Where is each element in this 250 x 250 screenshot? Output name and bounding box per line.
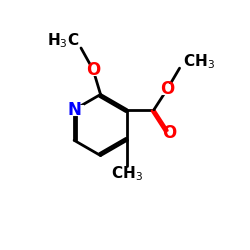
Text: O: O [160,80,174,98]
Text: H$_3$C: H$_3$C [48,31,80,50]
Text: O: O [86,61,100,79]
Text: O: O [162,124,176,142]
Text: N: N [67,101,81,119]
Text: CH$_3$: CH$_3$ [182,52,214,71]
Text: CH$_3$: CH$_3$ [111,164,143,183]
